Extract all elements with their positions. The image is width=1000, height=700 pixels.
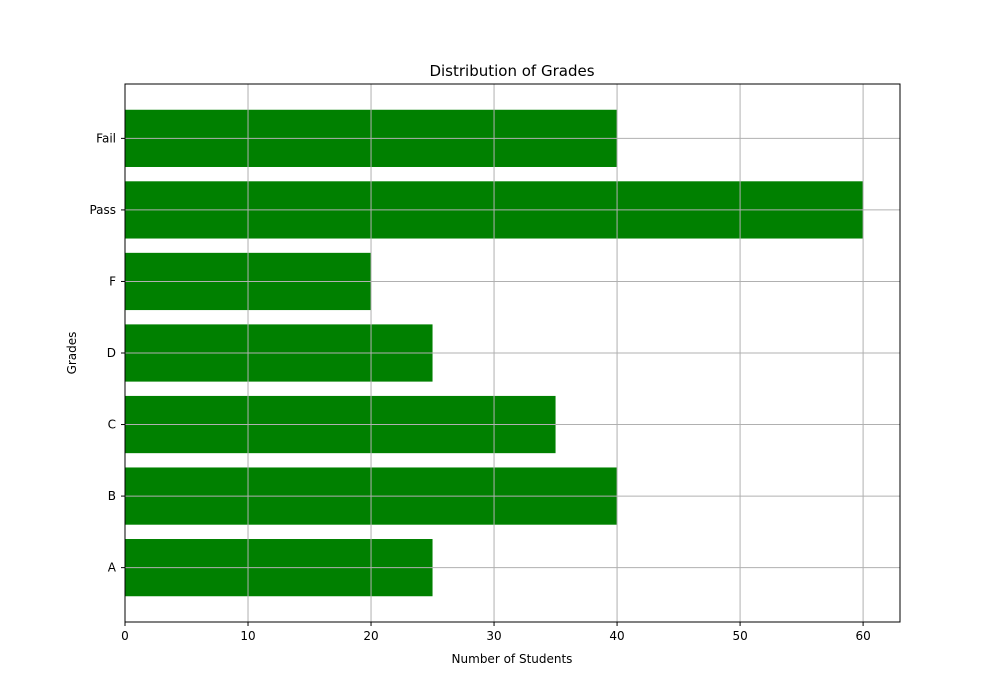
x-tick-label-0: 0 xyxy=(121,629,129,643)
x-tick-label-30: 30 xyxy=(486,629,501,643)
x-tick-label-60: 60 xyxy=(855,629,870,643)
x-tick-label-40: 40 xyxy=(609,629,624,643)
y-tick-label-a: A xyxy=(108,561,117,575)
y-axis-ticks: A B C D F Pass Fail xyxy=(89,131,125,575)
y-tick-label-d: D xyxy=(107,346,116,360)
x-tick-label-10: 10 xyxy=(240,629,255,643)
y-tick-label-fail: Fail xyxy=(96,131,116,145)
y-tick-label-pass: Pass xyxy=(89,203,116,217)
x-tick-label-20: 20 xyxy=(363,629,378,643)
chart-title: Distribution of Grades xyxy=(429,62,594,80)
y-tick-label-b: B xyxy=(108,489,116,503)
x-axis-ticks: 0 10 20 30 40 50 60 xyxy=(121,622,871,643)
y-tick-label-c: C xyxy=(108,418,116,432)
x-axis-label: Number of Students xyxy=(452,652,573,666)
x-tick-label-50: 50 xyxy=(732,629,747,643)
y-tick-label-f: F xyxy=(109,274,116,288)
y-axis-label: Grades xyxy=(65,332,79,375)
